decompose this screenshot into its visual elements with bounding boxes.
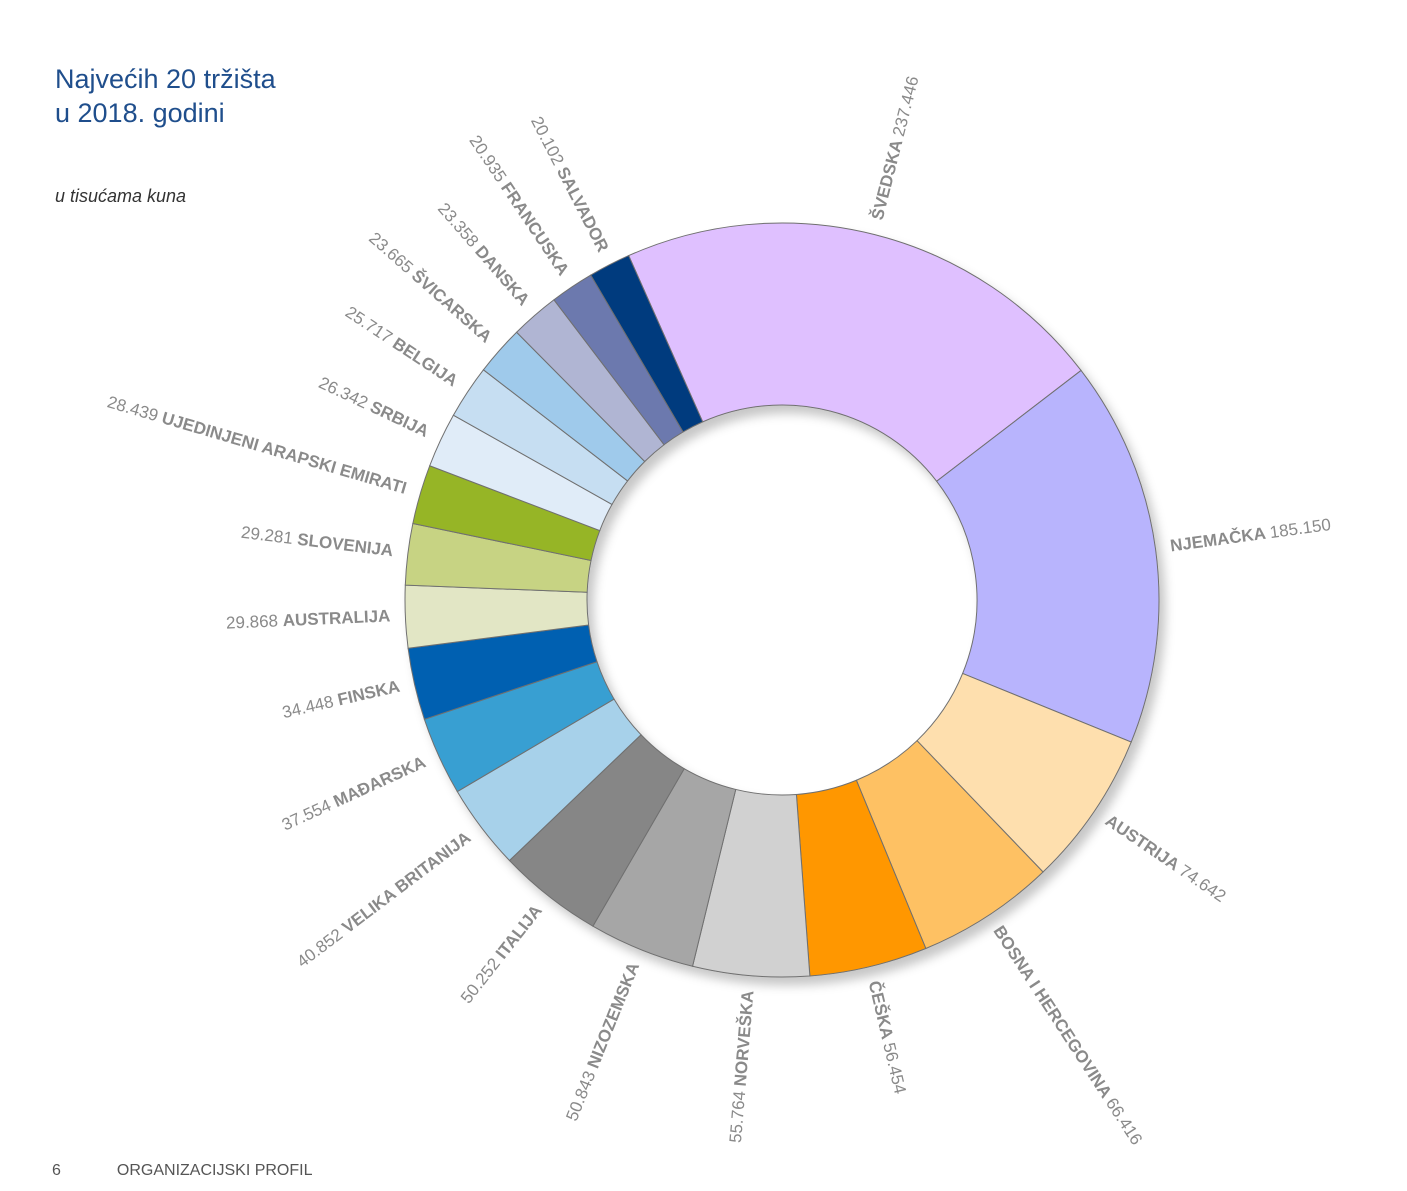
slice-salvador — [590, 254, 704, 433]
slice-category: VELIKA BRITANIJA — [339, 828, 475, 937]
slice-category: ŠVICARSKA — [407, 266, 495, 347]
slice-label-australija: 29.868 AUSTRALIJA — [226, 607, 391, 633]
slice-value: 20.102 — [527, 114, 570, 173]
page-number: 6 — [52, 1162, 61, 1179]
slice-value: 25.717 — [342, 303, 400, 350]
slice-value: 50.252 — [457, 951, 507, 1007]
slice-category: BELGIJA — [389, 334, 461, 391]
chart-title: Najvećih 20 tržišta u 2018. godini — [55, 62, 276, 130]
slice-category: ŠVEDSKA — [868, 134, 908, 222]
slice-category: AUSTRIJA — [1102, 811, 1186, 877]
slice-label-srbija: 26.342 SRBIJA — [316, 374, 432, 442]
slice-value: 74.642 — [1175, 861, 1229, 906]
slice-category: FINSKA — [336, 677, 402, 710]
slice-label-belgija: 25.717 BELGIJA — [342, 303, 461, 391]
slice-category: MAĐARSKA — [331, 753, 429, 811]
slice-label-svedska: ŠVEDSKA 237.446 — [868, 74, 923, 222]
slice-value: 185.150 — [1269, 515, 1332, 542]
slice-label-madarska: 37.554 MAĐARSKA — [279, 753, 429, 835]
slice-label-nizozemska: 50.843 NIZOZEMSKA — [563, 960, 644, 1124]
slice-category: ITALIJA — [492, 902, 546, 963]
slice-label-ceska: ČEŠKA 56.454 — [864, 979, 909, 1096]
slice-value: 56.454 — [879, 1041, 909, 1096]
slice-category: DANSKA — [471, 242, 533, 309]
slice-value: 34.448 — [281, 691, 341, 722]
slice-label-italija: 50.252 ITALIJA — [457, 902, 546, 1008]
slice-category: SRBIJA — [367, 398, 432, 442]
slice-category: AUSTRALIJA — [282, 607, 390, 631]
chart-title-line-2: u 2018. godini — [55, 98, 225, 128]
slice-label-slovenija: 29.281 SLOVENIJA — [240, 523, 394, 560]
slice-value: 29.281 — [240, 523, 299, 549]
slice-category: NORVEŠKA — [731, 990, 758, 1087]
slice-value: 55.764 — [726, 1086, 750, 1144]
slice-category: FRANCUSKA — [497, 179, 573, 279]
slice-label-norveska: 55.764 NORVEŠKA — [726, 990, 758, 1144]
slice-category: ČEŠKA — [864, 979, 897, 1045]
slice-value: 37.554 — [279, 794, 339, 835]
slice-label-bosna-i-hercegovina: BOSNA I HERCEGOVINA 66.416 — [989, 923, 1146, 1149]
slice-category: SALVADOR — [553, 164, 612, 255]
slice-label-velika-britanija: 40.852 VELIKA BRITANIJA — [294, 828, 475, 971]
footer-section-title: ORGANIZACIJSKI PROFIL — [116, 1162, 313, 1179]
slice-label-finska: 34.448 FINSKA — [281, 677, 402, 722]
slice-value: 50.843 — [563, 1064, 602, 1124]
slice-value: 20.935 — [465, 132, 512, 190]
slice-value: 40.852 — [294, 922, 351, 971]
page-footer: 6 ORGANIZACIJSKI PROFIL — [52, 1162, 313, 1180]
slice-category: NIZOZEMSKA — [584, 960, 644, 1071]
slice-category: SLOVENIJA — [296, 530, 394, 561]
slice-svedska — [627, 222, 1082, 482]
slice-value: 237.446 — [890, 74, 924, 138]
slice-value: 29.868 — [226, 612, 284, 633]
slice-category: BOSNA I HERCEGOVINA — [989, 923, 1117, 1106]
donut-slices — [404, 222, 1160, 978]
slice-value: 26.342 — [316, 374, 375, 415]
slice-value: 23.358 — [434, 199, 486, 254]
chart-title-line-1: Najvećih 20 tržišta — [55, 64, 276, 94]
slice-label-austrija: AUSTRIJA 74.642 — [1102, 811, 1229, 906]
slice-label-njemacka: NJEMAČKA 185.150 — [1169, 515, 1332, 555]
slice-njemacka — [935, 369, 1160, 743]
slice-category: UJEDINJENI ARAPSKI EMIRATI — [159, 409, 408, 498]
slice-value: 28.439 — [105, 393, 165, 427]
chart-subtitle: u tisućama kuna — [55, 186, 187, 206]
slice-value: 66.416 — [1101, 1095, 1145, 1149]
slice-category: NJEMAČKA — [1169, 524, 1271, 556]
slice-value: 23.665 — [365, 229, 420, 281]
